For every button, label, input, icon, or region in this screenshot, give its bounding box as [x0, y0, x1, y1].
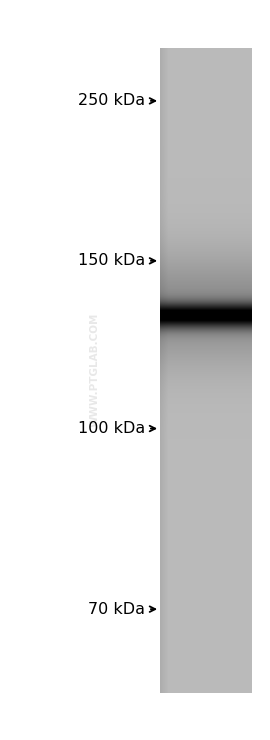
- Text: WWW.PTGLAB.COM: WWW.PTGLAB.COM: [89, 313, 100, 427]
- Text: 150 kDa: 150 kDa: [78, 253, 145, 269]
- Text: 70 kDa: 70 kDa: [88, 602, 145, 616]
- Text: 100 kDa: 100 kDa: [78, 421, 145, 436]
- Text: 250 kDa: 250 kDa: [78, 93, 145, 108]
